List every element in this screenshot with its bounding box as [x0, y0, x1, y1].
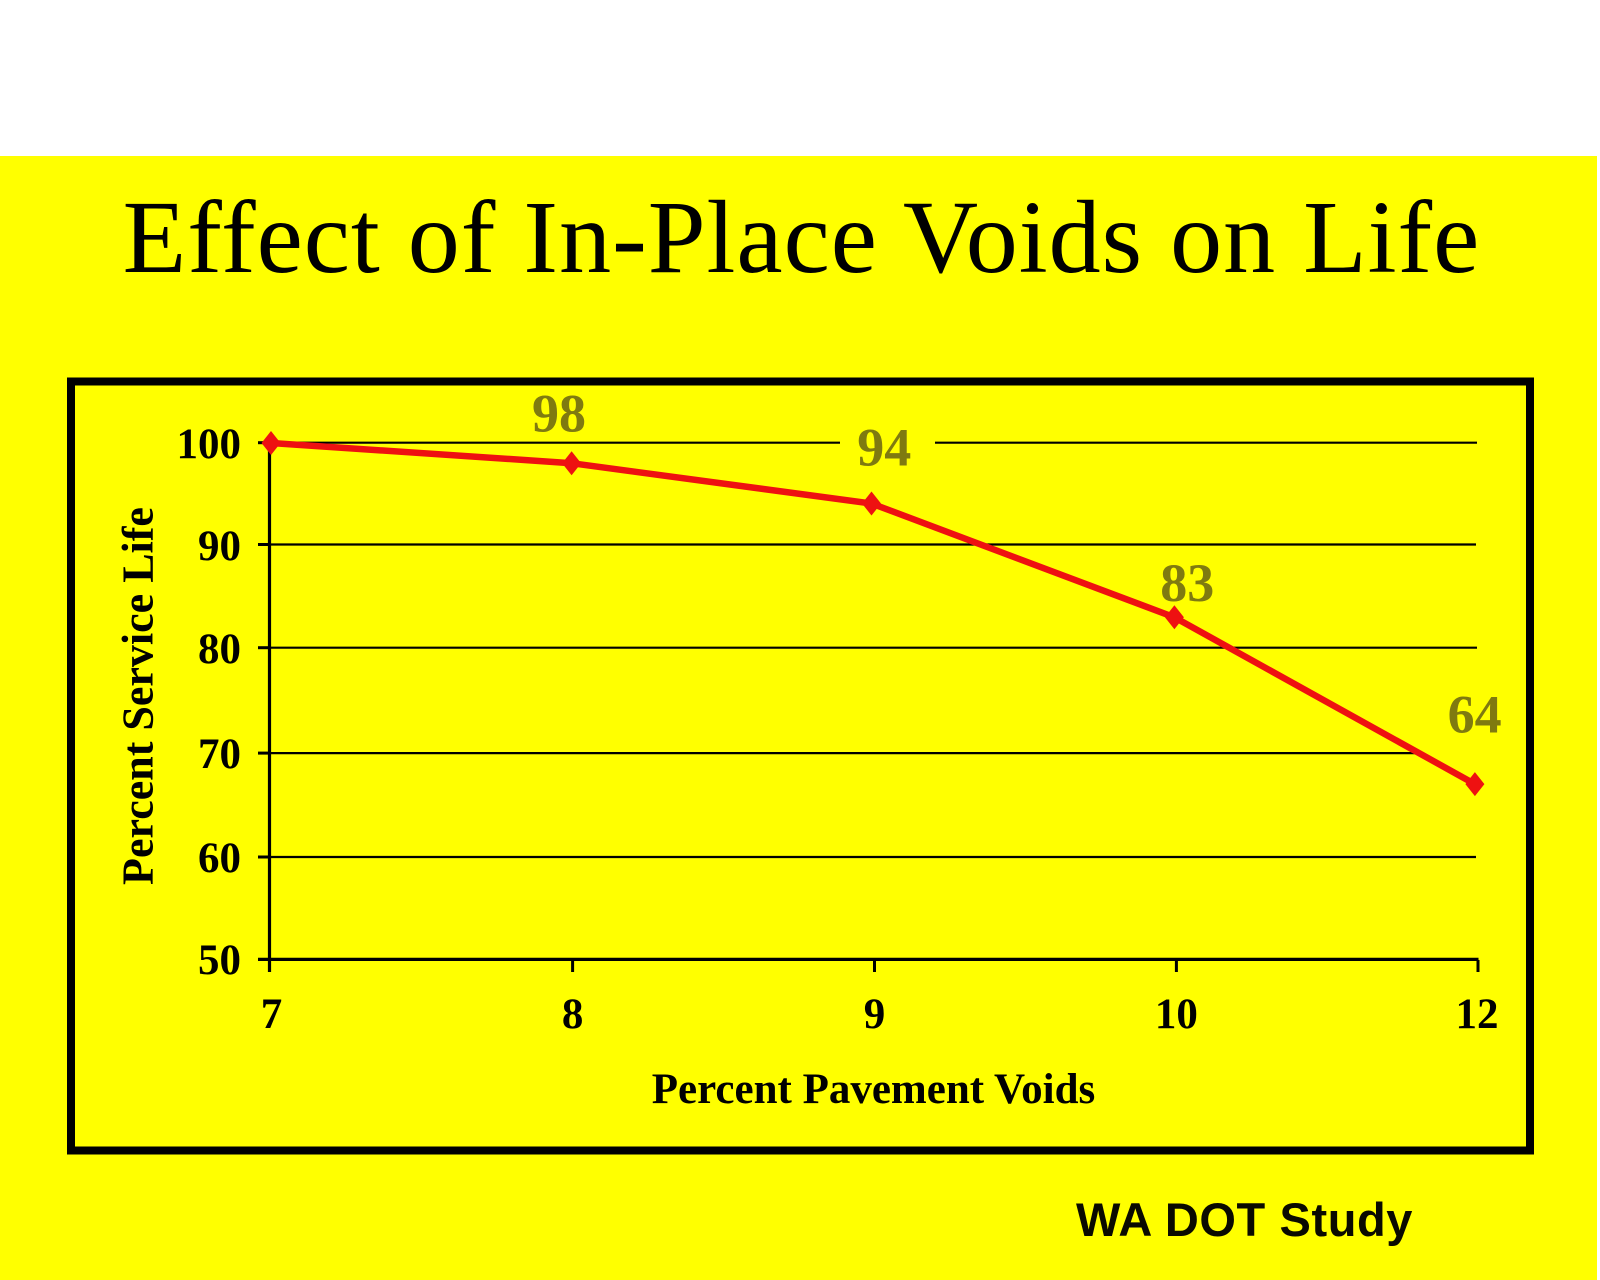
svg-text:98: 98 — [532, 384, 586, 444]
svg-text:90: 90 — [198, 523, 241, 570]
svg-text:Percent Pavement Voids: Percent Pavement Voids — [652, 1066, 1095, 1113]
svg-text:80: 80 — [198, 626, 241, 673]
svg-text:9: 9 — [864, 991, 886, 1038]
svg-text:10: 10 — [1155, 991, 1198, 1038]
svg-text:60: 60 — [198, 835, 241, 882]
svg-text:83: 83 — [1160, 553, 1214, 613]
svg-text:8: 8 — [562, 991, 584, 1038]
svg-text:94: 94 — [857, 418, 911, 478]
svg-text:100: 100 — [177, 421, 242, 468]
svg-text:Percent Service Life: Percent Service Life — [114, 507, 163, 885]
svg-text:7: 7 — [261, 991, 283, 1038]
svg-text:50: 50 — [198, 937, 241, 984]
svg-text:64: 64 — [1448, 685, 1502, 745]
svg-text:12: 12 — [1456, 991, 1499, 1038]
svg-text:70: 70 — [198, 731, 241, 778]
